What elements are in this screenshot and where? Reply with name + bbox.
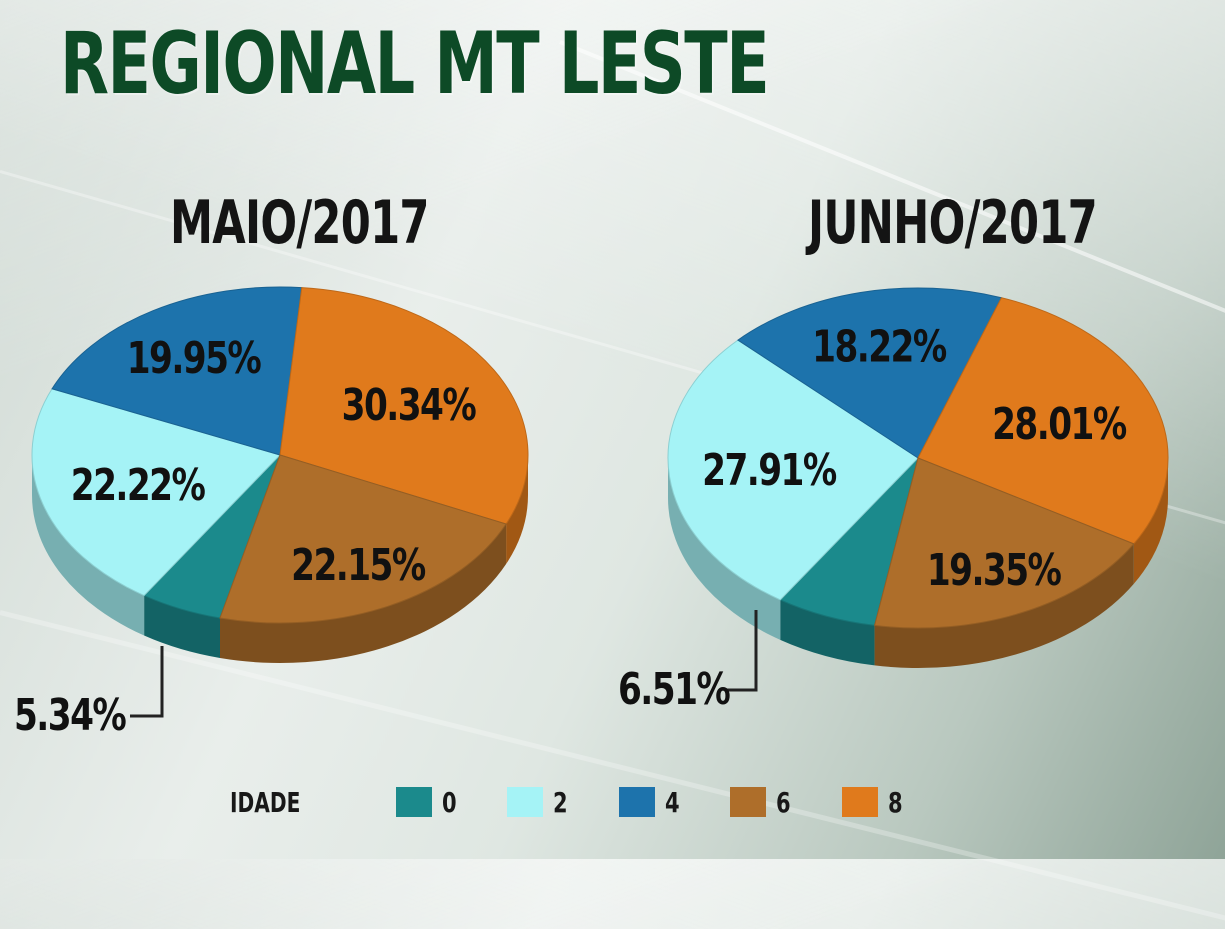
pie-side-8: [506, 455, 528, 565]
data-label-0: 5.34%: [14, 690, 126, 741]
legend-label: 2: [553, 785, 569, 819]
legend-label: 0: [442, 785, 457, 819]
label-leader-line: [130, 646, 164, 718]
legend-swatch: [618, 787, 655, 817]
legend: IDADE 0 2 4 6 8: [230, 778, 907, 826]
legend-swatch: [507, 787, 544, 817]
pie-side-6: [220, 524, 507, 663]
pie-chart-junho: 6.51% 27.91% 18.22% 28.01% 19.35%: [618, 287, 1169, 715]
legend-title: IDADE: [230, 785, 301, 819]
legend-item-8: 8: [841, 785, 907, 819]
pie-side-0: [780, 599, 875, 666]
page-title: REGIONAL MT LESTE: [60, 14, 770, 114]
data-label-0: 6.51%: [618, 664, 730, 715]
legend-label: 4: [664, 785, 680, 819]
legend-item-2: 2: [507, 786, 572, 819]
pie-slice-2: [667, 339, 919, 601]
legend-item-0: 0: [396, 786, 461, 819]
legend-label: 8: [887, 785, 903, 819]
pie-slice-2: [31, 388, 281, 597]
data-label-8: 28.01%: [992, 399, 1127, 450]
data-label-4: 19.95%: [127, 333, 262, 384]
pie-side-2: [668, 458, 781, 640]
data-label-6: 22.15%: [291, 540, 426, 591]
legend-item-6: 6: [730, 786, 795, 819]
legend-label: 6: [776, 785, 792, 819]
pie-side-2: [32, 455, 145, 636]
pie-side-6: [874, 543, 1134, 668]
pie-chart-maio: 5.34% 22.22% 19.95% 30.34% 22.15%: [14, 286, 529, 741]
data-label-4: 18.22%: [812, 321, 947, 372]
pie-side-0: [144, 595, 221, 659]
pie-slice-6: [219, 454, 507, 624]
pie-slice-8: [279, 287, 529, 525]
data-label-2: 27.91%: [702, 445, 837, 496]
pie-slice-4: [737, 287, 1003, 459]
legend-swatch: [841, 787, 878, 817]
chart-title-junho: JUNHO/2017: [808, 188, 1098, 258]
pie-side-8: [1133, 458, 1168, 584]
data-label-8: 30.34%: [342, 380, 477, 431]
data-label-6: 19.35%: [927, 545, 1062, 596]
chart-title-maio: MAIO/2017: [170, 188, 429, 258]
pie-slice-4: [51, 286, 303, 456]
legend-swatch: [396, 787, 432, 817]
data-label-2: 22.22%: [71, 460, 206, 511]
legend-swatch: [730, 787, 767, 817]
label-leader-line: [726, 610, 758, 692]
pie-slice-6: [873, 457, 1135, 629]
legend-item-4: 4: [618, 785, 684, 819]
